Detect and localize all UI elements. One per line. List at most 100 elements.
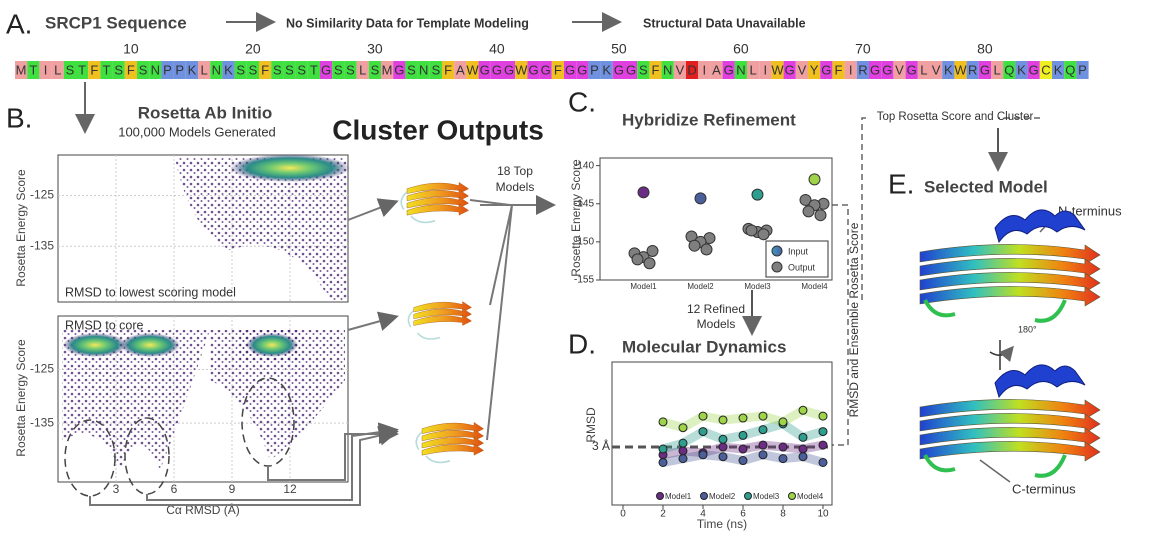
residue: K xyxy=(1017,62,1026,77)
residue: L xyxy=(920,62,927,77)
residue: G xyxy=(907,62,917,77)
residue: S xyxy=(639,62,648,77)
density-core xyxy=(230,154,350,182)
md-point xyxy=(799,445,807,453)
residue: F xyxy=(261,62,269,77)
legend-swatch xyxy=(657,493,664,500)
sequence-tick: 80 xyxy=(977,41,993,57)
helix xyxy=(995,365,1085,397)
residue: K xyxy=(944,62,953,77)
x-tick-label: 0 xyxy=(620,509,626,520)
output-point xyxy=(803,206,814,217)
residue: N xyxy=(212,62,221,77)
residue: R xyxy=(968,62,977,77)
loop xyxy=(925,300,1065,321)
md-point xyxy=(739,445,747,453)
residue: S xyxy=(346,62,355,77)
legend-label: Input xyxy=(788,246,809,256)
output-point xyxy=(746,225,757,236)
md-point xyxy=(679,424,687,432)
residue: S xyxy=(139,62,148,77)
residue: F xyxy=(554,62,562,77)
residue: S xyxy=(236,62,245,77)
legend-swatch xyxy=(789,493,796,500)
panel-label: D. xyxy=(568,328,596,359)
annotation: 180° xyxy=(1018,324,1037,334)
panel-label: A. xyxy=(6,8,32,39)
protein-cartoon xyxy=(920,210,1100,321)
output-point xyxy=(632,254,643,265)
x-tick-label: Model2 xyxy=(687,282,714,291)
residue: G xyxy=(614,62,624,77)
y-tick-label: -135 xyxy=(30,238,54,252)
residue: W xyxy=(771,62,784,77)
residue: C xyxy=(1041,62,1050,77)
md-point xyxy=(699,412,707,420)
y-tick-label: -125 xyxy=(30,188,54,202)
beta-strand xyxy=(920,286,1100,306)
residue: F xyxy=(127,62,135,77)
x-tick-label: 4 xyxy=(700,509,706,520)
cluster-title: Cluster Outputs xyxy=(332,114,544,145)
connector xyxy=(470,200,552,440)
residue: G xyxy=(321,62,331,77)
output-point xyxy=(689,240,700,251)
md-point xyxy=(679,439,687,447)
md-point xyxy=(779,455,787,463)
residue: S xyxy=(371,62,380,77)
step-text: No Similarity Data for Template Modeling xyxy=(286,16,529,30)
panel-title: Rosetta Ab Initio xyxy=(138,103,272,122)
y-tick-label: 3 Å xyxy=(592,438,610,453)
residue: N xyxy=(419,62,428,77)
residue: K xyxy=(188,62,197,77)
md-point xyxy=(699,428,707,436)
panel-title: Hybridize Refinement xyxy=(622,110,796,129)
residue: S xyxy=(297,62,306,77)
residue: M xyxy=(16,62,27,77)
input-point xyxy=(809,174,820,185)
density-core xyxy=(63,333,127,357)
dashed-connector xyxy=(832,205,848,445)
residue: G xyxy=(724,62,734,77)
residue: F xyxy=(444,62,452,77)
residue: V xyxy=(895,62,904,77)
sequence-tick: 30 xyxy=(367,41,383,57)
loop xyxy=(925,455,1065,476)
md-point xyxy=(679,455,687,463)
residue: S xyxy=(285,62,294,77)
md-point xyxy=(719,416,727,424)
legend-swatch xyxy=(772,262,782,272)
x-tick-label: 2 xyxy=(660,509,666,520)
residue: N xyxy=(151,62,160,77)
sequence-tick: 40 xyxy=(489,41,505,57)
residue: L xyxy=(993,62,1000,77)
y-tick-label: -135 xyxy=(30,415,54,429)
sequence-tick: 70 xyxy=(855,41,871,57)
input-point xyxy=(695,193,706,204)
md-point xyxy=(799,433,807,441)
residue: N xyxy=(736,62,745,77)
md-point xyxy=(759,451,767,459)
residue: D xyxy=(687,62,696,77)
sequence-tick: 20 xyxy=(245,41,261,57)
residue: S xyxy=(114,62,123,77)
residue: G xyxy=(785,62,795,77)
output-point xyxy=(701,244,712,255)
residue: G xyxy=(541,62,551,77)
y-tick-label: -145 xyxy=(574,198,594,209)
md-point xyxy=(679,447,687,455)
legend-label: Model1 xyxy=(665,492,692,501)
legend-label: Output xyxy=(788,262,816,272)
x-tick-label: 12 xyxy=(283,482,297,496)
md-point xyxy=(659,458,667,466)
residue: S xyxy=(407,62,416,77)
protein-cartoon xyxy=(920,365,1100,476)
legend-label: Model3 xyxy=(753,492,780,501)
md-point xyxy=(759,426,767,434)
panel-label: C. xyxy=(568,86,596,117)
connector xyxy=(348,202,395,220)
residue: W xyxy=(954,62,967,77)
residue: V xyxy=(932,62,941,77)
figure-body: A. SRCP1 Sequence No Similarity Data for… xyxy=(6,8,1122,531)
panel-title: Molecular Dynamics xyxy=(622,337,786,356)
